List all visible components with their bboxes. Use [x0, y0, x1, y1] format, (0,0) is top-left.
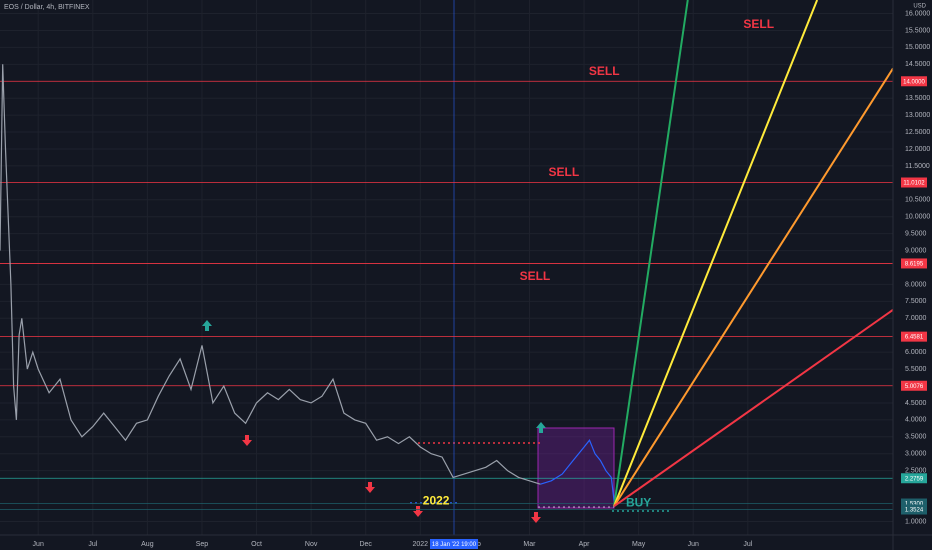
y-tick-label: 12.0000 — [905, 146, 930, 153]
price-line — [0, 64, 541, 485]
crosshair-label-box — [430, 539, 478, 549]
y-tick-label: 4.5000 — [905, 400, 927, 407]
annotation: SELL — [743, 17, 774, 31]
level-label: 2.2759 — [905, 476, 924, 482]
level-label: 14.0000 — [903, 79, 925, 85]
y-tick-label: 3.5000 — [905, 434, 927, 441]
y-tick-label: 3.0000 — [905, 451, 927, 458]
crosshair-label: 18 Jan '22 19:00 — [432, 542, 477, 548]
grid — [0, 0, 893, 535]
level-label-box — [901, 76, 927, 87]
level-label-box — [901, 177, 927, 188]
x-tick-label: Mar — [523, 541, 536, 548]
annotation: 2022 — [423, 493, 450, 507]
y-tick-label: 2.5000 — [905, 468, 927, 475]
arrow-down — [413, 506, 423, 517]
level-label-box — [901, 331, 927, 342]
y-tick-label: 6.0000 — [905, 349, 927, 356]
x-tick-label: 2022 — [413, 541, 429, 548]
axes: 16.0000 15.5000 15.0000 14.5000 13.5000 13.00… — [33, 10, 931, 547]
level-label-box — [901, 380, 927, 391]
fan-line — [613, 0, 819, 507]
annotation: SELL — [589, 64, 620, 78]
x-tick-label: Nov — [305, 541, 318, 548]
y-tick-label: 15.5000 — [905, 27, 930, 34]
y-tick-label: 5.5000 — [905, 366, 927, 373]
y-tick-label: 7.5000 — [905, 298, 927, 305]
level-label-box — [901, 504, 927, 515]
y-tick-label: 13.0000 — [905, 112, 930, 119]
drawings — [202, 0, 672, 535]
x-tick-label: Jul — [743, 541, 752, 548]
y-tick-label: 4.0000 — [905, 417, 927, 424]
y-tick-label: 10.5000 — [905, 197, 930, 204]
arrow-down — [531, 512, 541, 523]
fan-line — [613, 309, 894, 508]
range-box — [537, 427, 615, 509]
annotation: SELL — [549, 165, 580, 179]
annotation: BUY — [626, 496, 651, 510]
x-tick-label: Dec — [359, 541, 372, 548]
x-tick-label: Jun — [688, 541, 699, 548]
y-tick-label: 9.0000 — [905, 247, 927, 254]
level-label-box — [901, 473, 927, 484]
marks: SELL SELL SELL SELL BUY 2022 — [0, 0, 894, 510]
y-tick-label: 11.5000 — [905, 163, 930, 170]
y-tick-label: 15.0000 — [905, 44, 930, 51]
y-tick-label: 13.5000 — [905, 95, 930, 102]
price-axis — [893, 0, 932, 550]
level-label: 11.0102 — [903, 181, 925, 187]
chart-title: EOS / Dollar, 4h, BITFINEX — [4, 4, 90, 11]
fan-line — [613, 67, 894, 507]
y-tick-label: 14.5000 — [905, 61, 930, 68]
level-label: 6.4581 — [905, 335, 924, 341]
y-tick-label: 8.0000 — [905, 281, 927, 288]
fan-line — [613, 0, 689, 507]
y-tick-label: 12.5000 — [905, 129, 930, 136]
price-line-highlight — [540, 439, 615, 502]
level-label-box — [901, 498, 927, 509]
arrow-up — [536, 422, 546, 433]
x-tick-label: Apr — [579, 541, 591, 548]
unit-label: USD — [913, 4, 926, 10]
y-tick-label: 7.0000 — [905, 315, 927, 322]
x-tick-label: May — [632, 541, 646, 548]
x-tick-label: Jun — [33, 541, 44, 548]
x-tick-label: Aug — [141, 541, 154, 548]
y-tick-label: 9.5000 — [905, 230, 927, 237]
level-label: 5.0076 — [905, 384, 924, 390]
level-label-box — [901, 258, 927, 269]
y-tick-label: 10.0000 — [905, 214, 930, 221]
arrow-down — [365, 482, 375, 493]
level-label: 8.6195 — [905, 262, 924, 268]
y-tick-label: 1.0000 — [905, 518, 927, 525]
level-label: 1.3524 — [905, 508, 924, 514]
x-tick-label: Sep — [196, 541, 209, 548]
arrow-down — [242, 435, 252, 446]
arrow-up — [202, 320, 212, 331]
y-tick-label: 16.0000 — [905, 10, 930, 17]
x-tick-label: Jul — [88, 541, 97, 548]
x-tick-label: Oct — [251, 541, 262, 548]
annotation: SELL — [520, 269, 551, 283]
